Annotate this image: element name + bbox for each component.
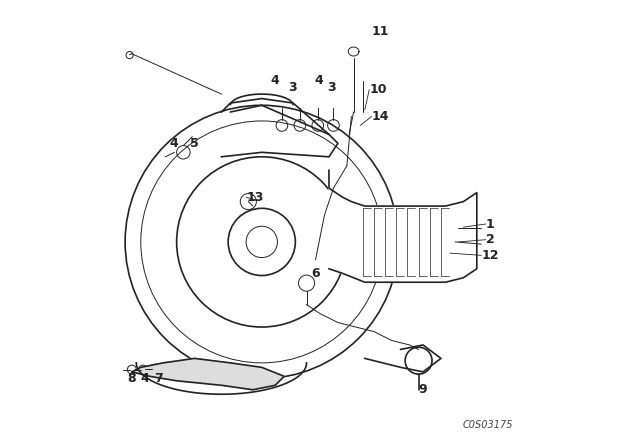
Text: 4: 4 [271,74,280,87]
Text: 14: 14 [371,110,389,123]
Text: 4: 4 [315,74,323,87]
Text: 3: 3 [289,81,297,94]
Text: 10: 10 [369,83,387,96]
Text: 8: 8 [127,372,136,385]
Text: C0S03175: C0S03175 [462,420,513,430]
Text: 4: 4 [170,137,179,150]
Text: 5: 5 [190,137,199,150]
Text: 11: 11 [371,25,389,38]
Text: 3: 3 [327,81,335,94]
Text: 1: 1 [486,217,495,231]
Text: 13: 13 [246,190,264,204]
Text: 2: 2 [486,233,495,246]
Text: 7: 7 [154,372,163,385]
Polygon shape [329,170,477,282]
Polygon shape [132,358,284,390]
Text: 4: 4 [141,372,150,385]
Text: 9: 9 [419,383,427,396]
Text: 6: 6 [311,267,319,280]
Text: 12: 12 [481,249,499,262]
